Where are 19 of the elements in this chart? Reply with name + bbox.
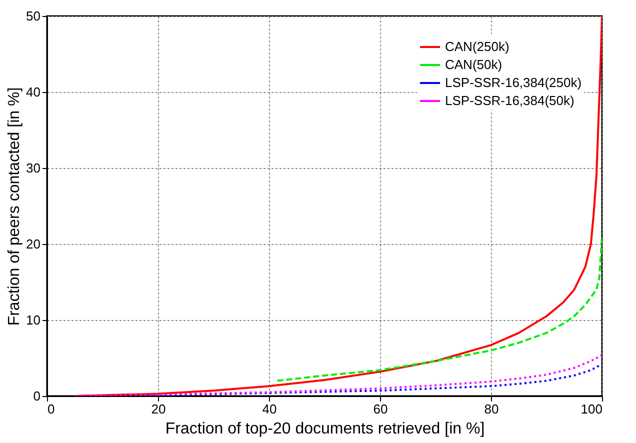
legend-label: LSP-SSR-16,384(250k) [445, 75, 582, 90]
y-tick-label: 20 [26, 236, 40, 252]
x-tick-label: 100 [580, 402, 602, 416]
x-tick-label: 60 [373, 402, 388, 416]
y-tick-label: 0 [33, 388, 40, 404]
x-tick-label: 40 [262, 402, 277, 416]
x-axis-title: Fraction of top-20 documents retrieved [in %] [165, 420, 485, 438]
y-tick-label: 40 [26, 84, 40, 100]
x-tick-label: 0 [48, 402, 55, 416]
y-tick-label: 10 [26, 312, 40, 328]
x-tick-label: 80 [484, 402, 499, 416]
y-tick-label: 30 [26, 160, 40, 176]
y-axis-title: Fraction of peers contacted [in %] [6, 87, 24, 326]
y-tick-label: 50 [26, 8, 40, 24]
x-tick-label: 20 [151, 402, 166, 416]
legend-label: CAN(50k) [445, 57, 502, 72]
legend-label: LSP-SSR-16,384(50k) [445, 93, 574, 108]
line-series [74, 354, 602, 396]
legend-label: CAN(250k) [445, 39, 510, 54]
